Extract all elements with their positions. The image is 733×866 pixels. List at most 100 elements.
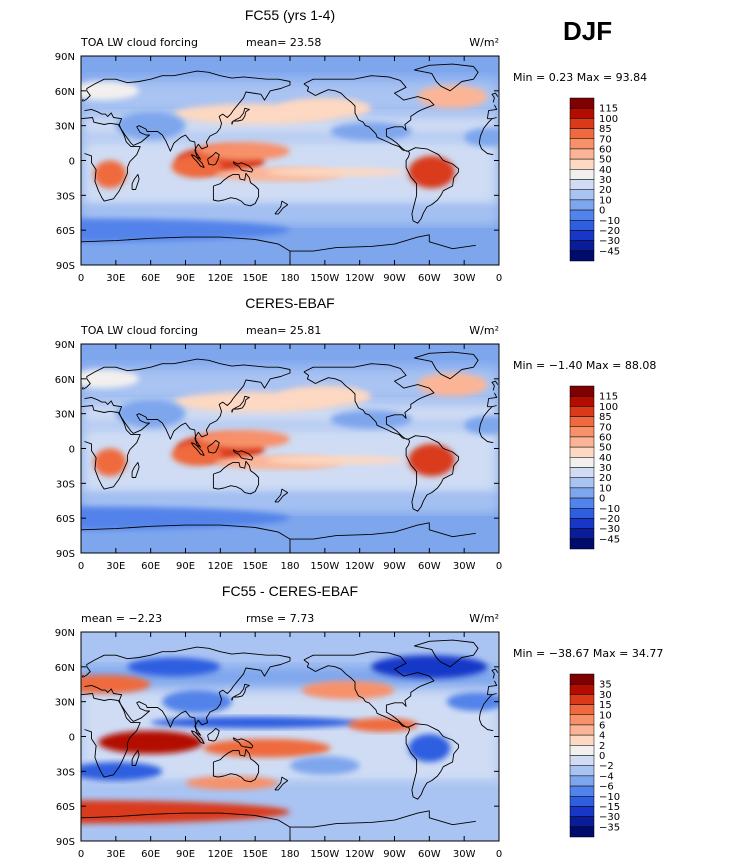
- colorbar-swatch: [569, 395, 595, 407]
- x-tick-label: 150E: [242, 273, 267, 284]
- field-anomaly: [81, 218, 290, 242]
- field-anomaly: [408, 734, 451, 763]
- field-anomaly: [464, 415, 499, 435]
- x-tick-label: 90E: [176, 849, 195, 860]
- x-tick-label: 0: [496, 849, 502, 860]
- colorbar-swatch: [569, 416, 595, 427]
- coastline-eurasia: [486, 104, 498, 119]
- field-anomaly: [301, 680, 395, 700]
- colorbar-label: 60: [599, 144, 612, 155]
- colorbar-swatch: [569, 816, 595, 828]
- x-tick-label: 0: [78, 849, 84, 860]
- x-tick-label: 30E: [106, 273, 125, 284]
- coastlines: [81, 63, 499, 265]
- field-anomaly: [115, 111, 186, 140]
- coastline-new-guinea: [232, 161, 254, 173]
- coastline-new-guinea: [232, 737, 254, 749]
- field-anomaly: [278, 385, 372, 407]
- field-anomaly: [81, 81, 140, 101]
- colorbar-label: 10: [599, 710, 612, 721]
- colorbar-swatch: [569, 446, 595, 458]
- field-band: [81, 206, 499, 225]
- colorbar-swatch: [569, 118, 595, 129]
- coastline-eurasia: [83, 70, 291, 160]
- y-tick-label: 90S: [56, 837, 75, 848]
- colorbar-label: −30: [599, 812, 620, 823]
- field-anomaly: [266, 167, 407, 177]
- min-max-label: Min = −38.67 Max = 34.77: [513, 647, 663, 660]
- x-tick-label: 120W: [345, 849, 374, 860]
- colorbar-label: 40: [599, 453, 612, 464]
- y-tick-label: 30N: [55, 698, 75, 709]
- field-anomaly: [127, 657, 221, 677]
- field-band: [81, 782, 499, 807]
- coastline-japan: [231, 107, 250, 125]
- colorbar-label: 30: [599, 175, 612, 186]
- colorbar-label: 100: [599, 114, 618, 125]
- colorbar-swatch: [569, 528, 595, 540]
- coastline-antarctica: [81, 810, 476, 841]
- stat-label: mean= 23.58: [246, 36, 321, 49]
- y-tick-label: 90N: [55, 340, 75, 351]
- field-anomaly: [348, 717, 418, 732]
- colorbar-swatch: [569, 138, 595, 150]
- colorbar-swatch: [569, 765, 595, 777]
- colorbar-swatch: [569, 673, 595, 685]
- colorbar-label: −45: [599, 534, 620, 545]
- colorbar-swatch: [569, 426, 595, 438]
- units-label: W/m²: [469, 324, 499, 337]
- colorbar-swatch: [569, 508, 595, 519]
- x-tick-label: 60W: [418, 849, 441, 860]
- y-tick-label: 0: [69, 445, 75, 456]
- coastline-new-zealand: [274, 488, 289, 503]
- coastline-africa: [81, 117, 141, 202]
- colorbar-swatch: [569, 240, 595, 252]
- colorbar-swatch: [569, 775, 595, 787]
- coastline-greenland: [414, 639, 479, 668]
- coastline-antarctica: [81, 522, 476, 553]
- panel-1: FC55 (yrs 1-4) TOA LW cloud forcing mean= …: [55, 7, 647, 284]
- x-tick-label: 120W: [345, 561, 374, 572]
- coastline-africa: [478, 406, 493, 432]
- colorbar-label: 20: [599, 473, 612, 484]
- colorbar-swatch: [569, 704, 595, 715]
- y-tick-label: 30N: [55, 410, 75, 421]
- units-label: W/m²: [469, 612, 499, 625]
- field-anomaly: [93, 448, 127, 477]
- colorbar-swatch: [569, 806, 595, 817]
- colorbar-swatch: [569, 406, 595, 417]
- colorbar-swatch: [569, 826, 595, 838]
- colorbar-label: −35: [599, 822, 620, 833]
- x-tick-label: 60E: [141, 273, 160, 284]
- units-label: W/m²: [469, 36, 499, 49]
- x-tick-label: 0: [496, 273, 502, 284]
- x-tick-label: 120E: [208, 273, 233, 284]
- field-anomaly: [446, 692, 499, 711]
- coastline-australia: [212, 748, 260, 783]
- x-tick-label: 150W: [310, 561, 339, 572]
- colorbar-label: 30: [599, 463, 612, 474]
- coastline-new-zealand: [274, 200, 289, 215]
- colorbar-swatch: [569, 179, 595, 190]
- field-anomaly: [330, 410, 412, 429]
- field-anomaly: [81, 762, 163, 781]
- field-anomaly: [197, 141, 290, 161]
- heatmap-field: [81, 56, 499, 265]
- x-tick-label: 90E: [176, 273, 195, 284]
- coastline-north-america: [303, 363, 435, 440]
- colorbar-label: 0: [599, 206, 605, 217]
- coastline-great-britain: [491, 380, 499, 391]
- colorbar-swatch: [569, 724, 595, 736]
- colorbar-label: −20: [599, 226, 620, 237]
- x-tick-label: 180: [280, 273, 299, 284]
- stat-label: mean= 25.81: [246, 324, 321, 337]
- field-anomaly: [98, 730, 203, 754]
- colorbar-label: 115: [599, 104, 618, 115]
- coastline-africa: [478, 430, 494, 444]
- colorbar-label: −45: [599, 246, 620, 257]
- coastline-sumatra: [190, 442, 205, 456]
- colorbar-swatch: [569, 436, 595, 448]
- coastlines: [81, 351, 499, 553]
- x-tick-label: 90W: [383, 849, 406, 860]
- coastline-japan: [231, 683, 250, 701]
